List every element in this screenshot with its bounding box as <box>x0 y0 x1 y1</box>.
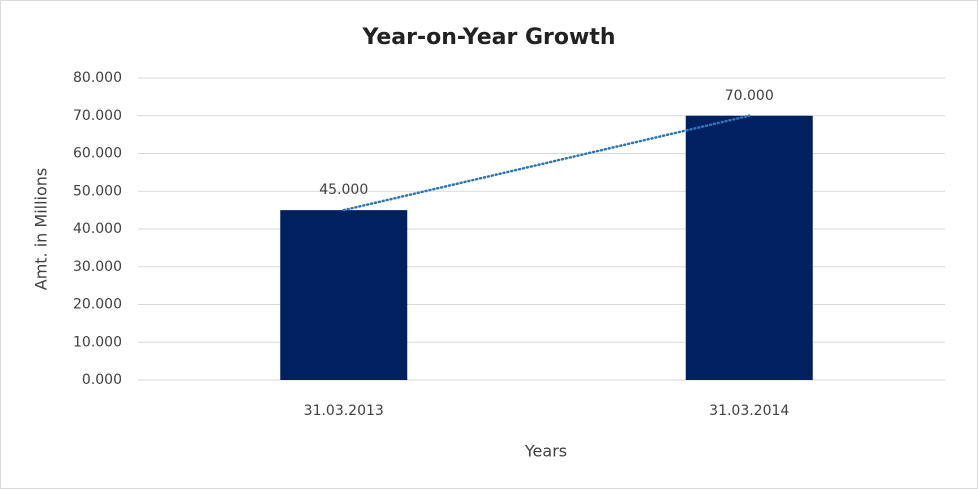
x-tick-label: 31.03.2013 <box>304 403 384 419</box>
bar <box>685 115 813 380</box>
chart-title: Year-on-Year Growth <box>361 25 615 50</box>
bar <box>280 210 408 380</box>
trendline <box>342 114 751 212</box>
y-axis-label: Amt. in Millions <box>32 168 51 291</box>
y-tick-label: 20.000 <box>73 297 122 313</box>
y-tick-label: 80.000 <box>73 70 122 86</box>
x-axis-label: Years <box>524 442 567 461</box>
value-label: 45.000 <box>319 182 368 198</box>
y-tick-label: 50.000 <box>73 183 122 199</box>
x-tick-label: 31.03.2014 <box>709 403 789 419</box>
y-tick-label: 0.000 <box>82 372 122 388</box>
y-tick-label: 40.000 <box>73 221 122 237</box>
value-label: 70.000 <box>725 88 774 104</box>
y-tick-label: 30.000 <box>73 259 122 275</box>
y-tick-label: 70.000 <box>73 108 122 124</box>
y-tick-label: 10.000 <box>73 334 122 350</box>
y-tick-label: 60.000 <box>73 146 122 162</box>
